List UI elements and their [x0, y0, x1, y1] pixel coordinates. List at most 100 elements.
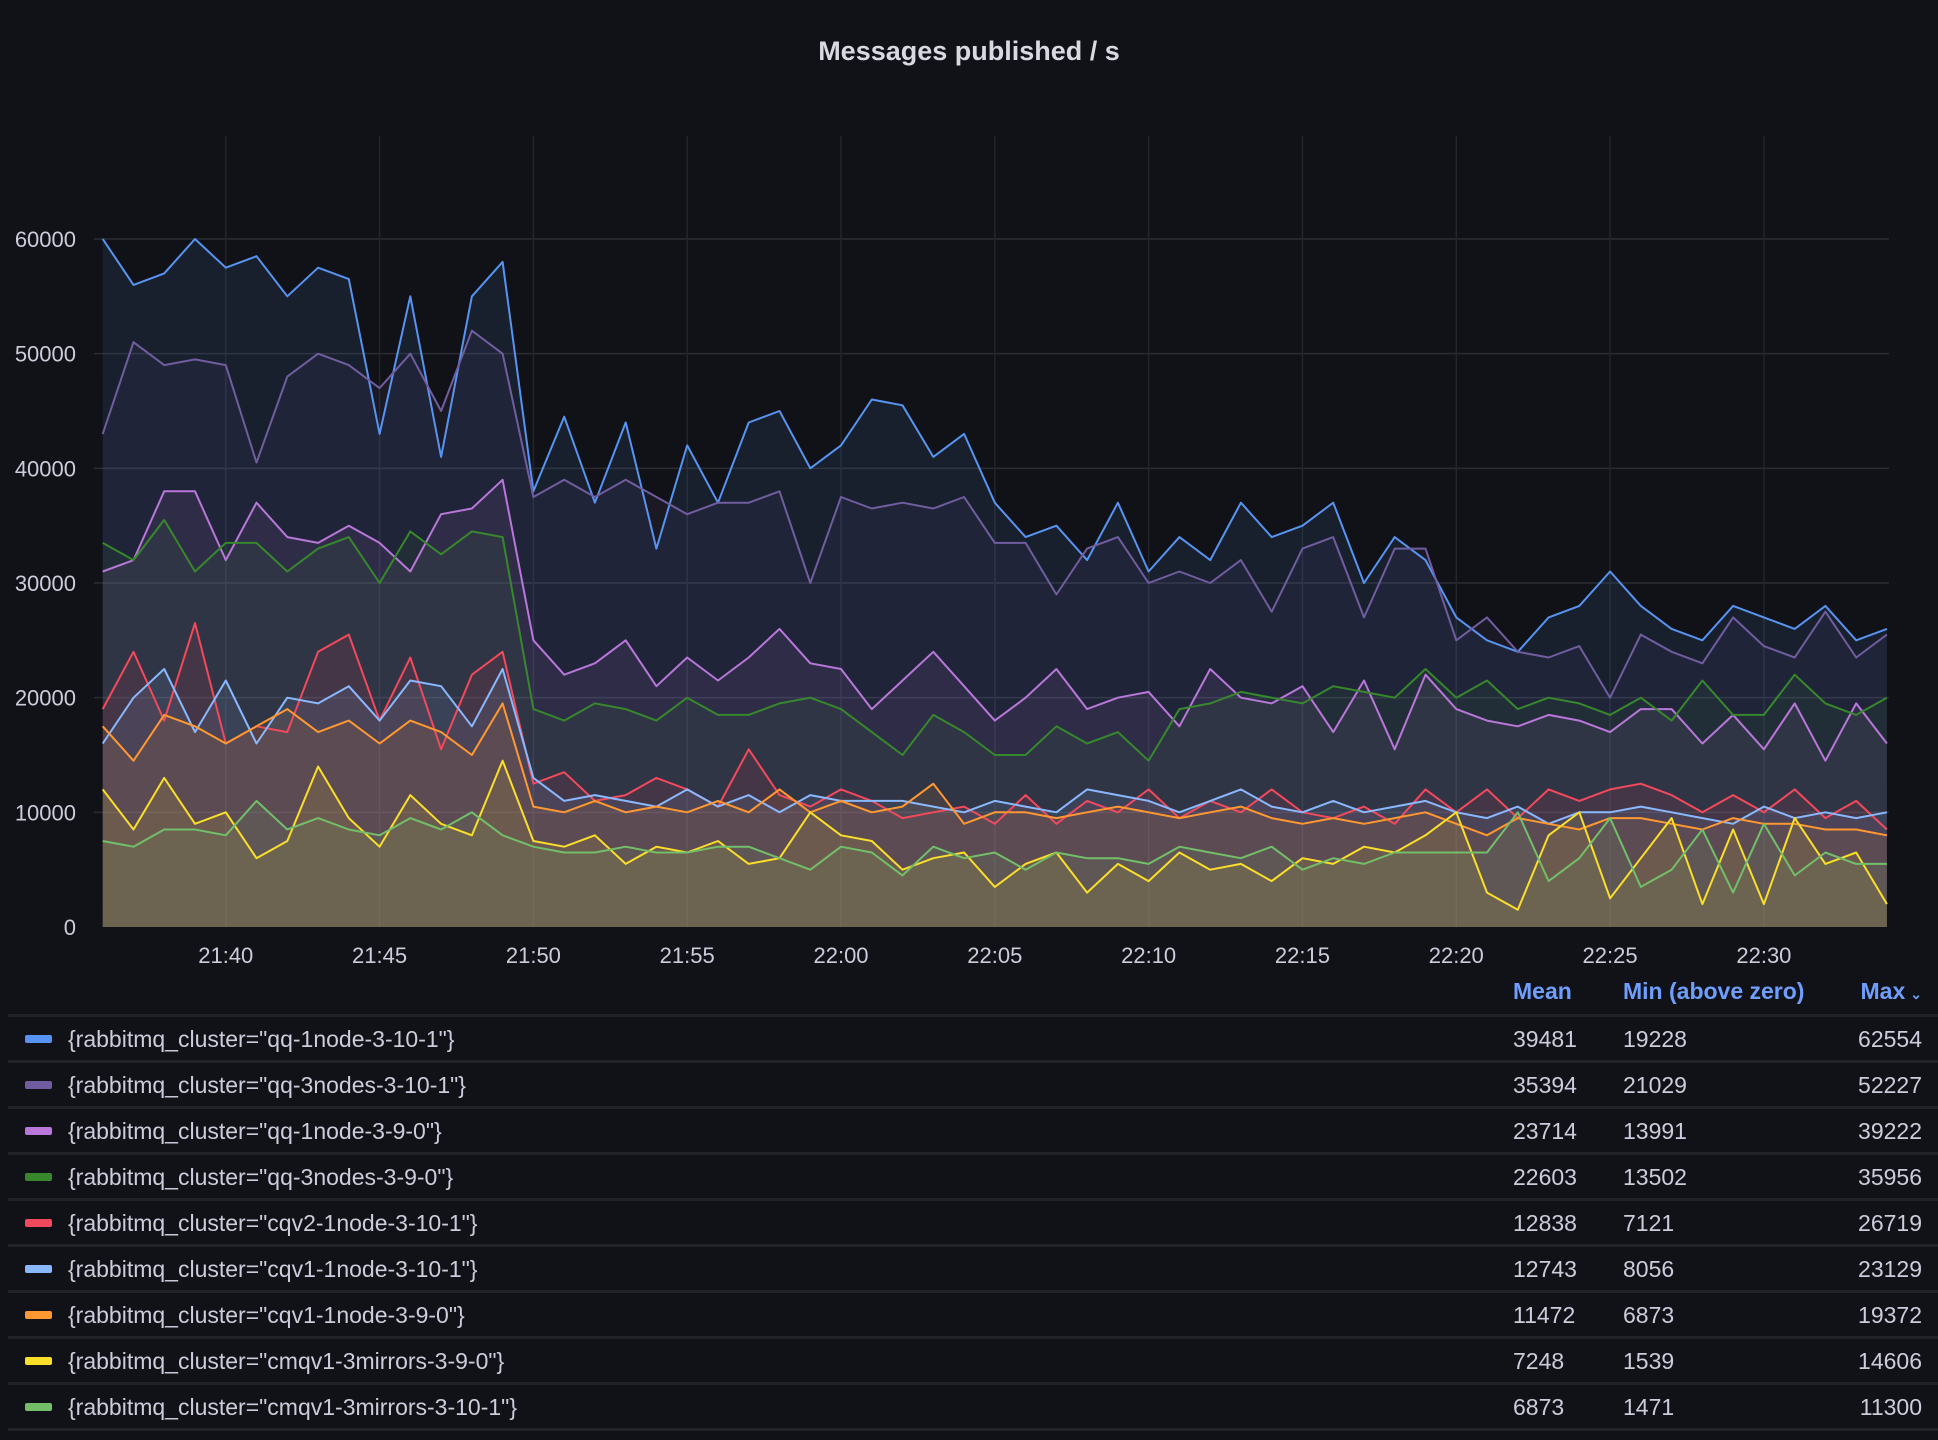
- series-name[interactable]: {rabbitmq_cluster="cqv2-1node-3-10-1"}: [68, 1210, 478, 1236]
- legend-table: Mean Min (above zero) Max ⌄ {rabbitmq_clu…: [8, 970, 1938, 1431]
- series-lines: [101, 238, 1888, 911]
- series-name[interactable]: {rabbitmq_cluster="qq-1node-3-9-0"}: [68, 1118, 442, 1144]
- x-tick-label: 22:10: [1121, 943, 1176, 968]
- series-min: 8056: [1623, 1256, 1675, 1282]
- y-tick-label: 0: [64, 915, 76, 940]
- series-min: 13991: [1623, 1118, 1687, 1144]
- series-mean: 23714: [1513, 1118, 1577, 1144]
- series-max: 14606: [1858, 1348, 1922, 1374]
- timeseries-chart: 0 10000 20000 30000 40000 50000 60000 21:40 21:4…: [15, 136, 1889, 968]
- series-mean: 6873: [1513, 1394, 1565, 1420]
- legend-row[interactable]: {rabbitmq_cluster="qq-3nodes-3-9-0"} 226…: [8, 1155, 1938, 1201]
- series-line: [101, 329, 1888, 699]
- series-area: [102, 519, 1887, 927]
- series-line: [102, 799, 1887, 894]
- legend-row[interactable]: {rabbitmq_cluster="qq-3nodes-3-10-1"} 35…: [8, 1063, 1938, 1109]
- series-area: [102, 239, 1887, 927]
- series-max: 23129: [1858, 1256, 1922, 1282]
- series-area: [102, 760, 1887, 927]
- series-min: 7121: [1623, 1210, 1675, 1236]
- series-color-swatch: [25, 1173, 52, 1181]
- series-line: [101, 622, 1888, 831]
- series-name[interactable]: {rabbitmq_cluster="cqv1-1node-3-9-0"}: [68, 1302, 465, 1328]
- series-color-swatch: [25, 1357, 52, 1365]
- series-max: 35956: [1858, 1164, 1922, 1190]
- series-color-swatch: [25, 1127, 52, 1135]
- x-tick-label: 22:05: [967, 943, 1022, 968]
- legend-col-mean[interactable]: Mean: [1513, 978, 1572, 1004]
- series-line: [101, 668, 1888, 825]
- grid: [94, 136, 1889, 927]
- legend-row[interactable]: {rabbitmq_cluster="cmqv1-3mirrors-3-10-1…: [8, 1385, 1938, 1431]
- series-min: 21029: [1623, 1072, 1687, 1098]
- series-max: 19372: [1858, 1302, 1922, 1328]
- axes: 0 10000 20000 30000 40000 50000 60000 21:40 21:4…: [15, 227, 1792, 968]
- panel-title: Messages published / s: [818, 36, 1120, 66]
- series-max: 39222: [1858, 1118, 1922, 1144]
- series-area: [102, 703, 1887, 927]
- series-name[interactable]: {rabbitmq_cluster="cmqv1-3mirrors-3-10-1…: [68, 1394, 518, 1420]
- x-tick-label: 22:15: [1275, 943, 1330, 968]
- series-min: 19228: [1623, 1026, 1687, 1052]
- series-line: [101, 238, 1888, 653]
- x-tick-label: 21:55: [660, 943, 715, 968]
- y-tick-label: 40000: [15, 456, 76, 481]
- series-color-swatch: [25, 1219, 52, 1227]
- series-area: [102, 623, 1887, 927]
- series-max: 62554: [1858, 1026, 1922, 1052]
- x-tick-label: 21:50: [506, 943, 561, 968]
- series-min: 1471: [1623, 1394, 1675, 1420]
- x-tick-label: 22:00: [813, 943, 868, 968]
- legend-col-min[interactable]: Min (above zero): [1623, 978, 1805, 1004]
- legend-header: Mean Min (above zero) Max ⌄: [8, 970, 1938, 1017]
- series-name[interactable]: {rabbitmq_cluster="qq-1node-3-10-1"}: [68, 1026, 455, 1052]
- chevron-down-icon: ⌄: [1910, 986, 1922, 1002]
- y-tick-label: 10000: [15, 800, 76, 825]
- series-mean: 35394: [1513, 1072, 1577, 1098]
- x-tick-label: 21:45: [352, 943, 407, 968]
- series-mean: 11472: [1513, 1302, 1576, 1328]
- series-line: [101, 702, 1888, 837]
- series-color-swatch: [25, 1403, 52, 1411]
- series-line: [101, 759, 1888, 911]
- series-min: 1539: [1623, 1348, 1675, 1374]
- series-mean: 22603: [1513, 1164, 1577, 1190]
- series-color-swatch: [25, 1265, 52, 1273]
- series-color-swatch: [25, 1081, 52, 1089]
- legend-col-max-label: Max: [1860, 978, 1906, 1004]
- series-name[interactable]: {rabbitmq_cluster="qq-3nodes-3-10-1"}: [68, 1072, 466, 1098]
- series-area: [102, 800, 1887, 927]
- y-tick-label: 50000: [15, 342, 76, 367]
- series-line: [102, 478, 1888, 762]
- x-tick-label: 22:30: [1736, 943, 1791, 968]
- series-line: [102, 518, 1888, 762]
- series-max: 26719: [1858, 1210, 1922, 1236]
- series-area: [102, 669, 1887, 927]
- y-tick-label: 60000: [15, 227, 76, 252]
- y-tick-label: 20000: [15, 686, 76, 711]
- x-tick-label: 22:25: [1583, 943, 1638, 968]
- series-color-swatch: [25, 1035, 52, 1043]
- series-mean: 12743: [1513, 1256, 1577, 1282]
- legend-row[interactable]: {rabbitmq_cluster="cqv1-1node-3-9-0"} 11…: [8, 1293, 1938, 1339]
- series-mean: 39481: [1513, 1026, 1577, 1052]
- legend-row[interactable]: {rabbitmq_cluster="qq-1node-3-10-1"} 394…: [8, 1017, 1938, 1063]
- x-tick-label: 22:20: [1429, 943, 1484, 968]
- series-name[interactable]: {rabbitmq_cluster="cqv1-1node-3-10-1"}: [68, 1256, 478, 1282]
- series-mean: 7248: [1513, 1348, 1565, 1374]
- y-tick-label: 30000: [15, 571, 76, 596]
- legend-row[interactable]: {rabbitmq_cluster="cmqv1-3mirrors-3-9-0"…: [8, 1339, 1938, 1385]
- x-tick-label: 21:40: [198, 943, 253, 968]
- legend-row[interactable]: {rabbitmq_cluster="cqv1-1node-3-10-1"} 1…: [8, 1247, 1938, 1293]
- series-max: 11300: [1859, 1394, 1922, 1420]
- legend-col-max[interactable]: Max ⌄: [1861, 978, 1922, 1005]
- series-max: 52227: [1858, 1072, 1922, 1098]
- series-area: [102, 479, 1887, 927]
- legend-row[interactable]: {rabbitmq_cluster="cqv2-1node-3-10-1"} 1…: [8, 1201, 1938, 1247]
- series-color-swatch: [25, 1311, 52, 1319]
- series-min: 13502: [1623, 1164, 1687, 1190]
- series-mean: 12838: [1513, 1210, 1577, 1236]
- series-name[interactable]: {rabbitmq_cluster="cmqv1-3mirrors-3-9-0"…: [68, 1348, 505, 1374]
- legend-row[interactable]: {rabbitmq_cluster="qq-1node-3-9-0"} 2371…: [8, 1109, 1938, 1155]
- series-name[interactable]: {rabbitmq_cluster="qq-3nodes-3-9-0"}: [68, 1164, 454, 1190]
